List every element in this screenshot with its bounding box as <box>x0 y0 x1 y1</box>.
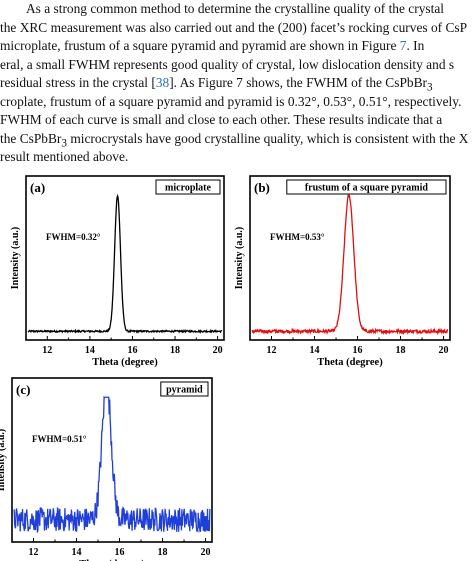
text-line-6: croplate, frustum of a square pyramid an… <box>0 93 462 109</box>
text-line-2: the XRC measurement was also carried out… <box>0 19 468 35</box>
body-text: As a strong common method to determine t… <box>0 0 474 167</box>
x-tick-label: 18 <box>158 547 168 558</box>
x-tick-label: 14 <box>72 547 82 558</box>
text-line-7: FWHM of each curve is small and close to… <box>0 112 443 127</box>
plot-frame <box>25 175 225 341</box>
panel-label: (a) <box>30 180 45 195</box>
legend-label: pyramid <box>166 385 203 396</box>
text-line-4: eral, a small FWHM represents good quali… <box>0 56 455 72</box>
data-series-line <box>27 193 223 334</box>
x-axis-label: Theta (degree) <box>317 357 383 368</box>
text-line-9: result mentioned above. <box>0 149 129 164</box>
fwhm-annotation: FWHM=0.53° <box>270 232 325 242</box>
x-tick-label: 20 <box>213 345 223 356</box>
y-axis-label: Intensity (a.u.) <box>10 227 21 290</box>
x-tick-label: 12 <box>267 345 277 356</box>
x-tick-label: 18 <box>396 345 406 356</box>
text-line-8: the CsPbBr3 microcrystals have good crys… <box>0 130 469 150</box>
x-axis-label: Theta (degree) <box>92 357 158 368</box>
data-series-line <box>251 194 449 336</box>
legend-box <box>155 179 221 195</box>
fwhm-annotation: FWHM=0.32° <box>46 232 101 242</box>
text-line-5: residual stress in the crystal [38]. As … <box>0 75 433 94</box>
chart-panel-3: 12 14 16 18 20 Theta (degree) Intensity (a.u.)… <box>0 377 213 561</box>
data-series-line <box>13 395 211 534</box>
legend-box <box>160 381 209 397</box>
x-tick-label: 16 <box>115 547 125 558</box>
x-tick-label: 12 <box>42 345 52 356</box>
x-axis-label: Theta (degree) <box>79 559 145 561</box>
x-tick-label: 18 <box>170 345 180 356</box>
x-tick-label: 14 <box>85 345 95 356</box>
legend-label: frustum of a square pyramid <box>305 183 429 194</box>
y-axis-label: Intensity (a.u.) <box>0 429 7 492</box>
citation-link[interactable]: 38 <box>155 75 170 90</box>
y-axis-label: Intensity (a.u.) <box>234 227 245 290</box>
x-tick-label: 20 <box>439 345 449 356</box>
legend-label: microplate <box>165 183 211 194</box>
x-tick-label: 12 <box>29 547 39 558</box>
panel-label: (c) <box>16 382 30 397</box>
panel-label: (b) <box>254 180 270 195</box>
figure-reference-link[interactable]: 7 <box>399 38 407 53</box>
chart-panel-2: 12 14 16 18 20 Theta (degree) Intensity (a.u.)… <box>234 175 451 368</box>
text-line-3: microplate, frustum of a square pyramid … <box>0 38 425 53</box>
x-tick-label: 16 <box>353 345 363 356</box>
x-tick-label: 16 <box>127 345 137 356</box>
x-tick-label: 14 <box>310 345 320 356</box>
legend-box <box>286 179 447 195</box>
chart-panel-1: 12 14 16 18 20 Theta (degree) Intensity (a.u.)… <box>10 175 225 368</box>
x-tick-label: 20 <box>201 547 211 558</box>
text-line-1: As a strong common method to determine t… <box>26 1 444 16</box>
fwhm-annotation: FWHM=0.51° <box>32 434 87 444</box>
